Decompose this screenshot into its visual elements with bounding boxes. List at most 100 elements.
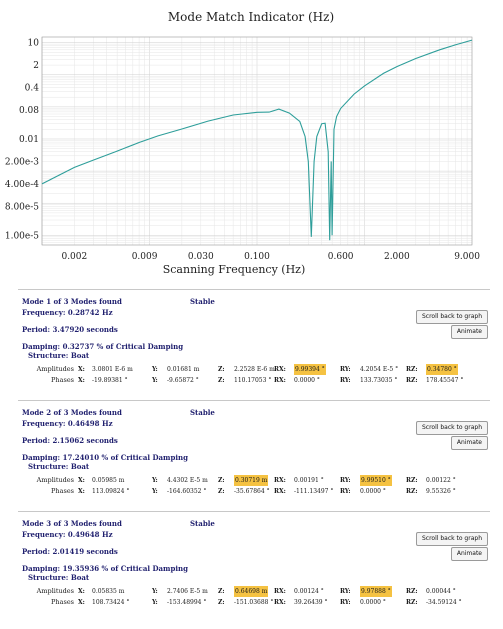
mode-frequency: Frequency: 0.28742 Hz: [22, 308, 113, 317]
chart-title: Mode Match Indicator (Hz): [168, 10, 334, 24]
amplitudes-value-y: 0.01681 m: [167, 366, 200, 373]
animate-button[interactable]: Animate: [450, 325, 488, 339]
axis-label-x: X:: [78, 599, 85, 606]
axis-label-rz: RZ:: [406, 599, 418, 606]
y-tick-label: 10: [28, 39, 40, 49]
y-tick-labels: 10 2 0.4 0.08 0.01 2.00e-3 4.00e-4 8.00e-5 1.00e…: [5, 39, 39, 242]
axis-label-x: X:: [78, 377, 85, 384]
amplitudes-value-ry: 4.2054 E-5 °: [360, 366, 399, 373]
amplitudes-value-x: 3.0801 E-6 m: [92, 366, 133, 373]
phases-value-rx: 39.26439 °: [294, 599, 328, 606]
mode-period: Period: 3.47920 seconds: [22, 325, 118, 334]
amplitudes-value-rx: 0.00191 °: [294, 477, 324, 484]
axis-label-rx: RX:: [274, 488, 286, 495]
axis-label-rz: RZ:: [406, 366, 418, 373]
mode-title: Mode 1 of 3 Modes found: [22, 297, 122, 306]
amplitudes-value-rx: 0.00124 °: [294, 588, 324, 595]
y-tick-label: 0.4: [25, 84, 40, 94]
row-name: Phases: [51, 487, 74, 495]
axis-label-x: X:: [78, 488, 85, 495]
axis-label-rz: RZ:: [406, 477, 418, 484]
animate-button[interactable]: Animate: [450, 547, 488, 561]
phases-value-z: 110.17053 °: [234, 377, 272, 384]
phases-value-rz: 178.45547 °: [426, 377, 464, 384]
axis-label-z: Z:: [218, 588, 225, 595]
phases-row: Phases X: 113.09824 ° Y: -164.60352 ° Z: -35.6…: [22, 486, 492, 497]
axis-label-z: Z:: [218, 377, 225, 384]
separator: [18, 289, 490, 290]
phases-value-x: 108.73424 °: [92, 599, 130, 606]
scroll-back-button[interactable]: Scroll back to graph: [415, 532, 488, 546]
amplitudes-value-rz: 0.00044 °: [426, 588, 456, 595]
row-name: Amplitudes: [36, 587, 74, 595]
mode-status: Stable: [190, 519, 215, 528]
amplitudes-value-rz: 0.00122 °: [426, 477, 456, 484]
amplitudes-value-z: 0.64698 m: [234, 586, 269, 597]
phases-value-z: -35.67864 °: [234, 488, 270, 495]
phases-value-y: -9.65872 °: [167, 377, 199, 384]
axis-label-ry: RY:: [340, 477, 351, 484]
separator: [18, 511, 490, 512]
mode-period: Period: 2.01419 seconds: [22, 547, 118, 556]
axis-label-y: Y:: [152, 599, 158, 606]
axis-label-rx: RX:: [274, 599, 286, 606]
axis-label-rx: RX:: [274, 366, 286, 373]
phases-value-rz: -34.59124 °: [426, 599, 462, 606]
phases-value-rz: 9.55326 °: [426, 488, 456, 495]
axis-label-x: X:: [78, 477, 85, 484]
row-name: Phases: [51, 598, 74, 606]
y-tick-label: 4.00e-4: [5, 180, 39, 190]
x-tick-label: 9.000: [454, 252, 480, 262]
mode-damping: Damping: 17.24010 % of Critical Damping: [22, 453, 189, 462]
amplitudes-row: Amplitudes X: 3.0801 E-6 m Y: 0.01681 m Z: 2.2…: [22, 364, 492, 375]
y-tick-label: 8.00e-5: [5, 202, 39, 212]
axis-label-z: Z:: [218, 599, 225, 606]
axis-label-x: X:: [78, 588, 85, 595]
phases-value-rx: -111.13497 °: [294, 488, 334, 495]
y-tick-label: 0.08: [19, 106, 39, 116]
scroll-back-button[interactable]: Scroll back to graph: [415, 310, 488, 324]
axis-label-rx: RX:: [274, 377, 286, 384]
x-tick-label: 0.009: [132, 252, 158, 262]
x-tick-label: 2.000: [384, 252, 410, 262]
phases-value-ry: 0.0000 °: [360, 488, 386, 495]
mode-frequency: Frequency: 0.49648 Hz: [22, 530, 113, 539]
x-tick-label: 0.100: [244, 252, 270, 262]
amplitudes-row: Amplitudes X: 0.05835 m Y: 2.7406 E-5 m Z: 0.6…: [22, 586, 492, 597]
mode-period: Period: 2.15062 seconds: [22, 436, 118, 445]
y-tick-label: 2: [33, 61, 39, 71]
axis-label-ry: RY:: [340, 377, 351, 384]
mode-damping: Damping: 19.35936 % of Critical Damping: [22, 564, 189, 573]
axis-label-rz: RZ:: [406, 377, 418, 384]
mode-status: Stable: [190, 297, 215, 306]
axis-label-z: Z:: [218, 366, 225, 373]
series-line: [41, 39, 473, 241]
plot-frame: [41, 36, 473, 246]
axis-label-ry: RY:: [340, 366, 351, 373]
scroll-back-button[interactable]: Scroll back to graph: [415, 421, 488, 435]
phases-row: Phases X: 108.73424 ° Y: -153.48994 ° Z: -151.…: [22, 597, 492, 608]
row-name: Phases: [51, 376, 74, 384]
mode-damping: Damping: 0.32737 % of Critical Damping: [22, 342, 184, 351]
phases-row: Phases X: -19.89381 ° Y: -9.65872 ° Z: 110.170…: [22, 375, 492, 386]
axis-label-rx: RX:: [274, 477, 286, 484]
y-tick-label: 1.00e-5: [5, 231, 39, 241]
amplitudes-row: Amplitudes X: 0.05985 m Y: 4.4302 E-5 m Z: 0.3…: [22, 475, 492, 486]
amplitudes-value-y: 2.7406 E-5 m: [167, 588, 208, 595]
mode-panel: Mode 2 of 3 Modes found Stable Frequency: …: [22, 408, 492, 518]
axis-label-x: X:: [78, 366, 85, 373]
amplitudes-value-z: 0.30719 m: [234, 475, 269, 486]
y-tick-label: 2.00e-3: [5, 157, 39, 167]
amplitudes-value-z: 2.2528 E-6 m: [234, 366, 275, 373]
phases-value-y: -164.60352 °: [167, 488, 207, 495]
mode-structure: Structure: Boat: [28, 573, 90, 582]
animate-button[interactable]: Animate: [450, 436, 488, 450]
mode-structure: Structure: Boat: [28, 351, 90, 360]
separator: [18, 400, 490, 401]
mode-status: Stable: [190, 408, 215, 417]
x-tick-label: 0.030: [188, 252, 214, 262]
mode-panel: Mode 1 of 3 Modes found Stable Frequency: …: [22, 297, 492, 407]
axis-label-rx: RX:: [274, 588, 286, 595]
x-tick-labels: 0.002 0.009 0.030 0.100 0.600 2.000 9.000: [61, 252, 480, 262]
phases-value-x: -19.89381 °: [92, 377, 128, 384]
